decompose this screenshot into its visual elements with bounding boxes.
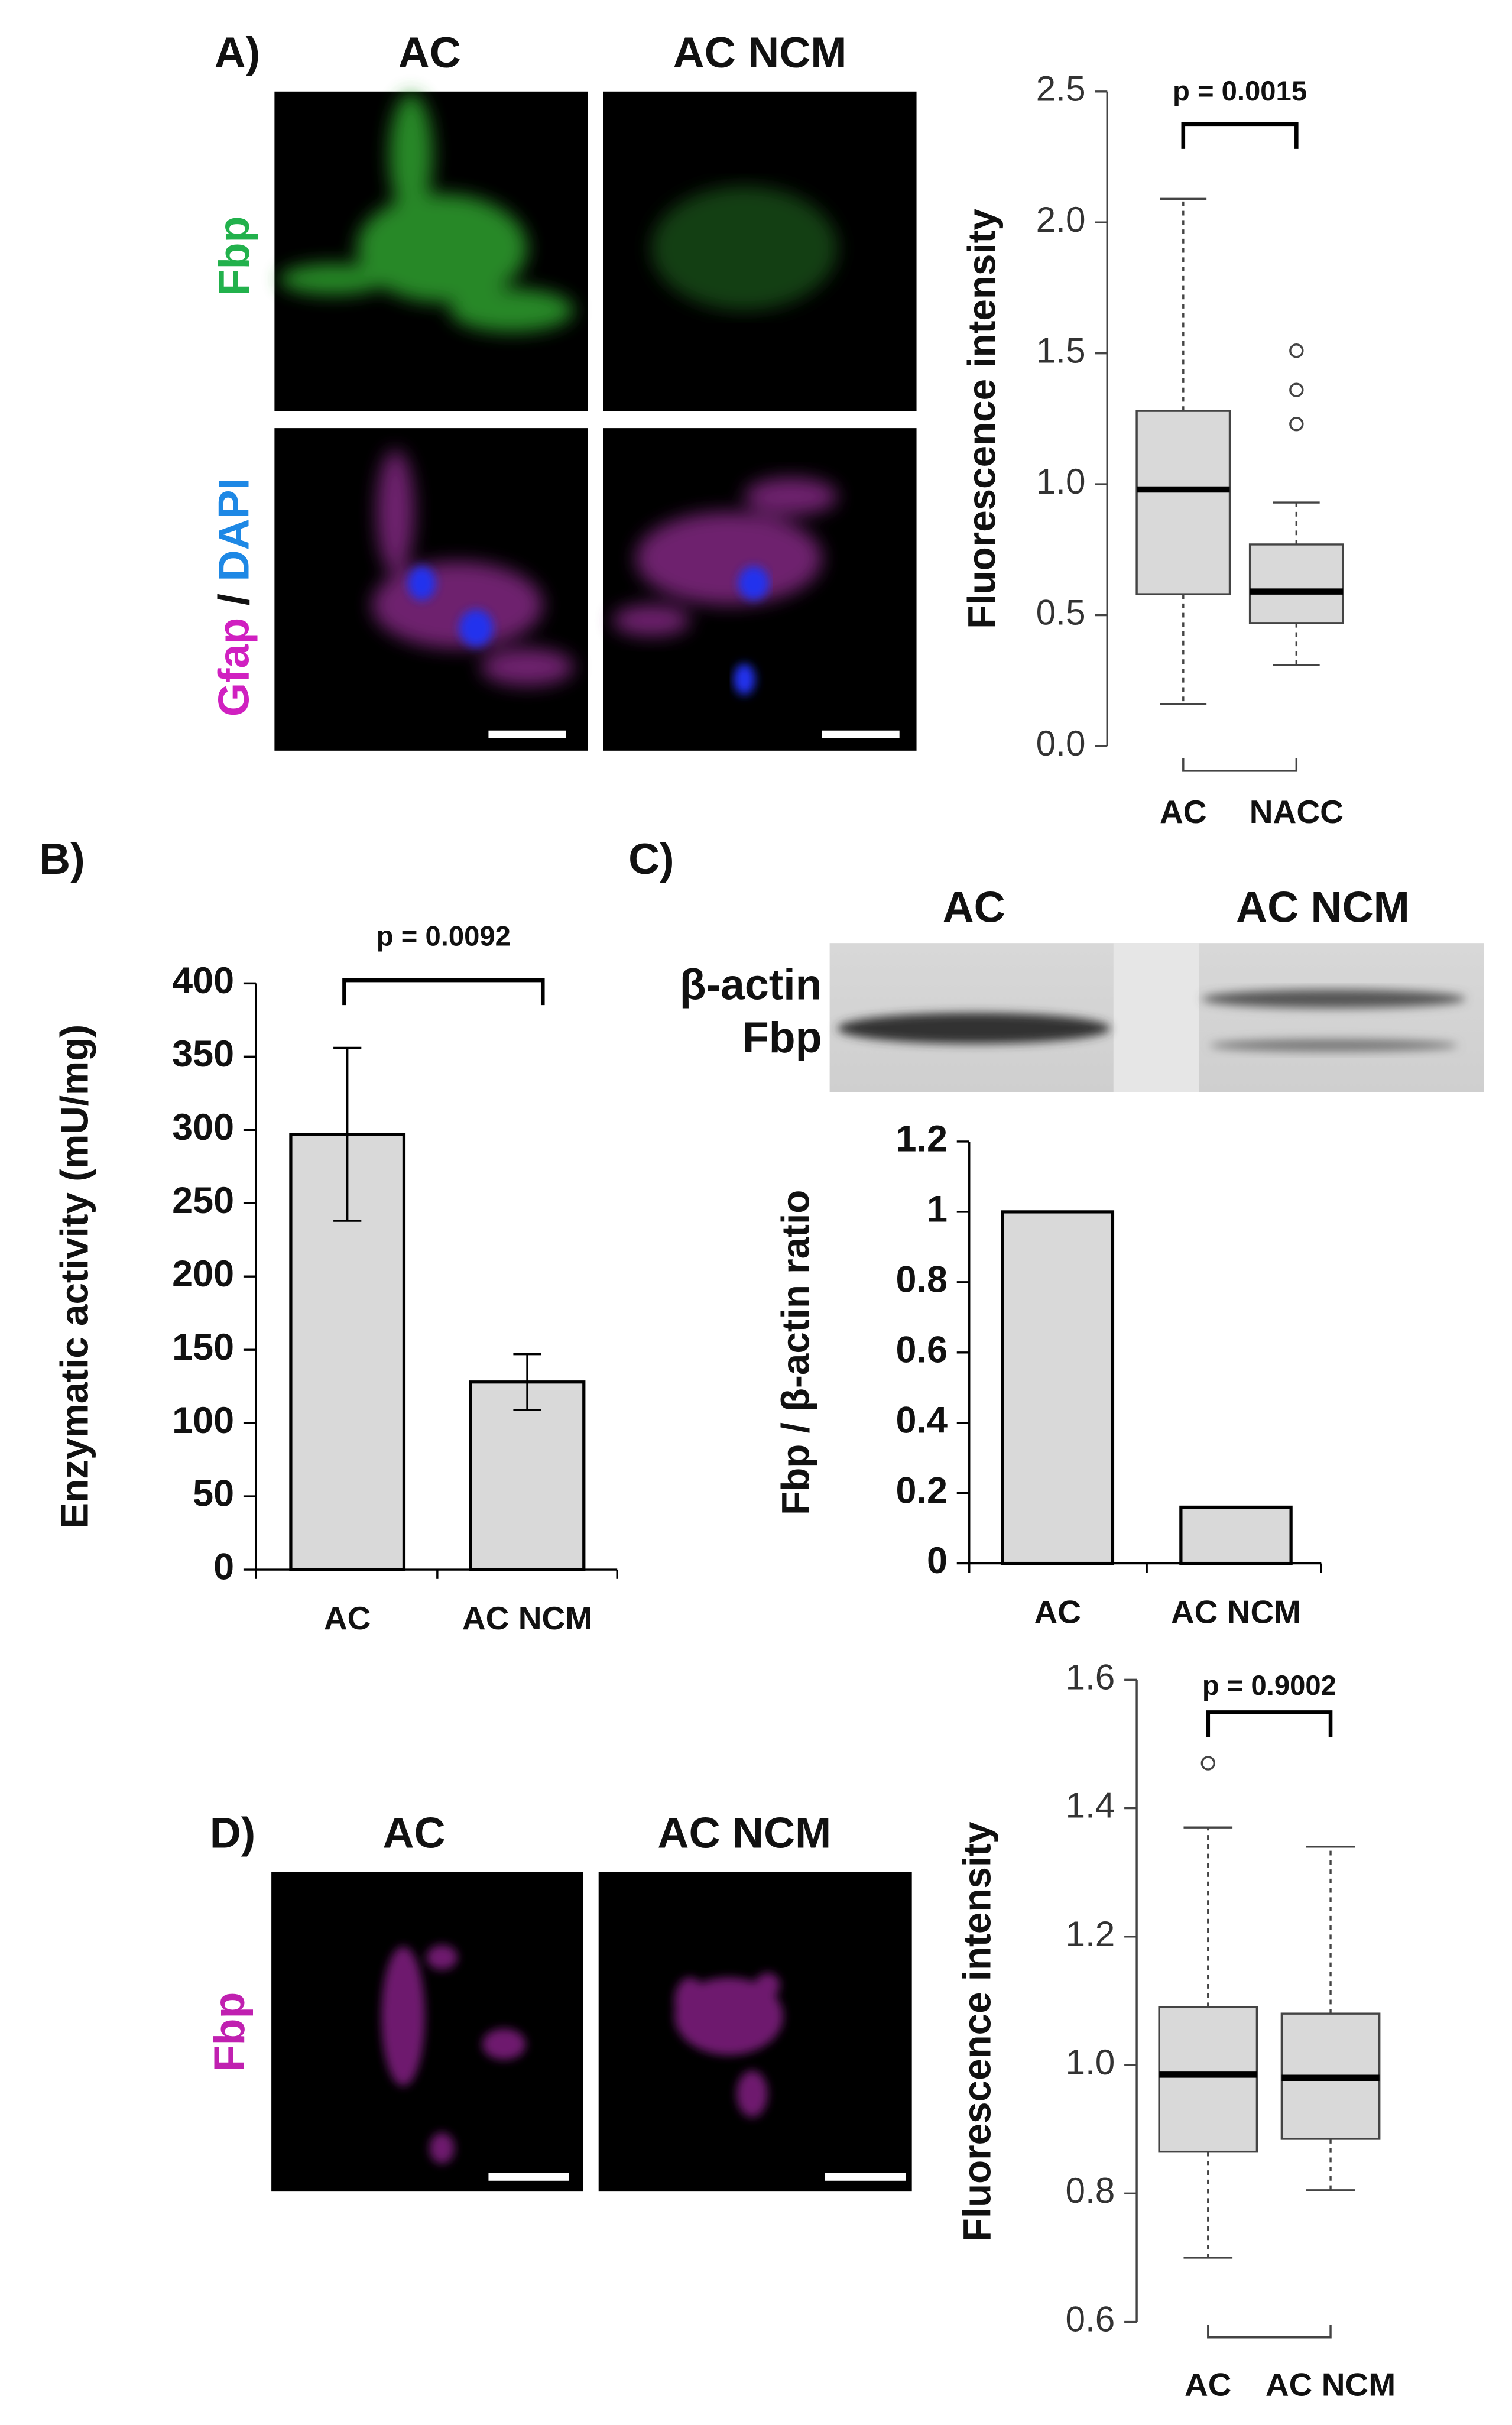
x-axis	[1182, 758, 1298, 772]
micrograph	[274, 428, 588, 751]
panel-label: B)	[39, 834, 85, 883]
y-tick-label: 300	[172, 1107, 234, 1148]
y-tick-label: 350	[172, 1033, 234, 1075]
significance-bracket	[1206, 1710, 1333, 1737]
y-tick-label: 0.5	[1036, 592, 1086, 632]
row-label: Fbp	[209, 216, 258, 296]
x-tick-label: AC NCM	[462, 1600, 592, 1636]
annotation: p = 0.9002	[1202, 1670, 1336, 1701]
outlier	[1289, 417, 1304, 432]
panel-label: C)	[628, 834, 674, 883]
x-tick-label: AC NCM	[1171, 1594, 1301, 1630]
x-tick-label: AC	[1034, 1594, 1082, 1630]
column-label: AC NCM	[657, 1808, 831, 1857]
x-tick-label: NACC	[1250, 793, 1344, 830]
y-tick-label: 0.8	[1065, 2170, 1115, 2210]
micrograph	[271, 1872, 583, 2192]
y-tick-label: 0.8	[895, 1259, 948, 1300]
micrograph	[274, 91, 588, 411]
y-axis-label: Fluorescence intensity	[955, 1821, 998, 2242]
column-label: AC NCM	[1236, 882, 1410, 931]
box	[1135, 410, 1231, 595]
row-label-part: Gfap	[209, 618, 258, 717]
y-axis-label: Fluorescence intensity	[960, 209, 1003, 629]
box	[1248, 543, 1344, 624]
y-tick-label: 2.0	[1036, 199, 1086, 239]
y-tick-label: 0	[927, 1540, 948, 1581]
y-tick-label: 1.2	[1065, 1914, 1115, 1954]
row-label: Fbp	[205, 1992, 254, 2072]
significance-bracket	[342, 978, 545, 1006]
outlier	[1289, 382, 1304, 397]
y-tick-label: 0.4	[895, 1399, 948, 1441]
x-tick-label: AC NCM	[1266, 2366, 1396, 2403]
column-label: AC	[943, 882, 1005, 931]
x-tick-label: AC	[1185, 2366, 1232, 2403]
y-axis-label: Fbp / β-actin ratio	[774, 1190, 817, 1515]
significance-bracket	[1181, 122, 1299, 149]
y-tick-label: 0.2	[895, 1470, 948, 1511]
column-label: AC NCM	[673, 28, 847, 77]
outlier	[1200, 1756, 1215, 1771]
panel-label: A)	[215, 28, 261, 77]
box	[1158, 2006, 1258, 2153]
panel-label: D)	[210, 1808, 256, 1857]
outlier	[1289, 343, 1304, 358]
row-label: Gfap / DAPI	[209, 478, 258, 717]
bar	[1179, 1505, 1293, 1565]
y-tick-label: 1.0	[1065, 2042, 1115, 2082]
y-tick-label: 1.2	[895, 1119, 948, 1160]
y-tick-label: 250	[172, 1180, 234, 1221]
y-tick-label: 50	[193, 1473, 234, 1515]
micrograph	[598, 1872, 912, 2192]
y-tick-label: 0.6	[1065, 2298, 1115, 2339]
y-tick-label: 150	[172, 1327, 234, 1368]
y-tick-label: 200	[172, 1253, 234, 1295]
y-tick-label: 1.4	[1065, 1785, 1115, 1826]
y-tick-label: 0.6	[895, 1329, 948, 1370]
bar	[1001, 1210, 1115, 1565]
y-tick-label: 1.5	[1036, 330, 1086, 371]
y-tick-label: 0.0	[1036, 723, 1086, 763]
x-axis	[1207, 2325, 1332, 2339]
y-axis-label: Enzymatic activity (mU/mg)	[53, 1025, 96, 1529]
x-tick-label: AC	[1160, 793, 1207, 830]
annotation: p = 0.0092	[377, 921, 511, 952]
row-label-part: DAPI	[209, 478, 258, 581]
y-tick-label: 0	[213, 1547, 234, 1588]
band-label: Fbp	[742, 1013, 822, 1062]
y-tick-label: 400	[172, 960, 234, 1001]
band-label: β-actin	[680, 960, 822, 1009]
row-label-part: /	[209, 594, 258, 605]
column-label: AC	[382, 1808, 445, 1857]
micrograph	[603, 428, 917, 751]
blot-image	[829, 943, 1484, 1092]
micrograph	[603, 91, 917, 411]
annotation: p = 0.0015	[1173, 76, 1307, 107]
bar	[469, 1380, 586, 1571]
y-tick-label: 1	[927, 1189, 948, 1230]
y-tick-label: 1.6	[1065, 1656, 1115, 1697]
column-label: AC	[398, 28, 461, 77]
y-tick-label: 1.0	[1036, 461, 1086, 501]
y-tick-label: 100	[172, 1400, 234, 1441]
x-tick-label: AC	[324, 1600, 371, 1636]
y-tick-label: 2.5	[1036, 69, 1086, 109]
